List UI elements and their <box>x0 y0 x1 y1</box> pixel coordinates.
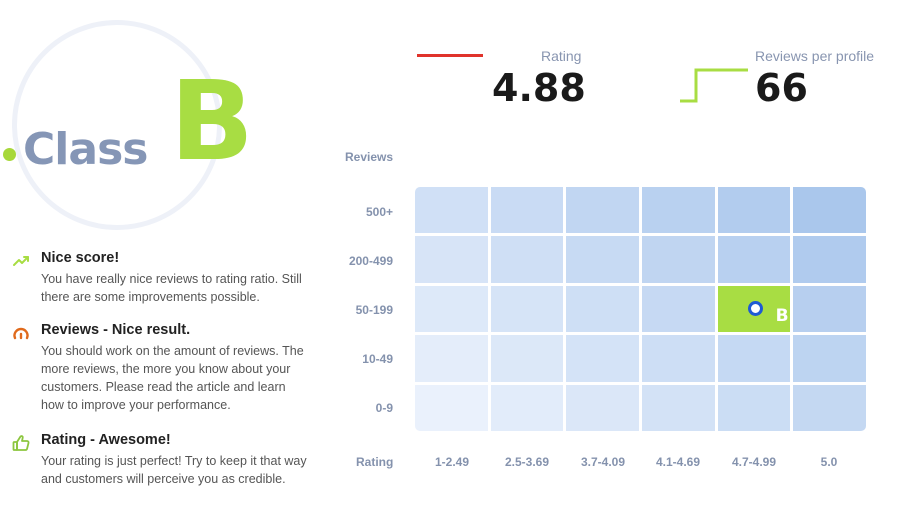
col-label: 5.0 <box>820 455 838 469</box>
col-label: 3.7-4.09 <box>580 455 626 469</box>
grid-cell <box>793 285 866 333</box>
grid-cell <box>415 285 488 333</box>
grid-cell <box>793 236 866 283</box>
grid-cell <box>566 236 639 283</box>
feedback-title: Nice score! <box>41 250 120 266</box>
grid-cell-active: B <box>717 285 791 333</box>
grid-cell <box>415 335 488 382</box>
class-circle-decoration <box>12 20 222 230</box>
reviews-step-line-icon <box>680 68 748 103</box>
col-label: 4.7-4.99 <box>731 455 777 469</box>
row-label: 0-9 <box>375 401 393 415</box>
rating-label: Rating <box>541 48 582 64</box>
grid-cell <box>490 384 564 431</box>
grid-cell <box>717 187 791 234</box>
grid-cell <box>641 236 715 283</box>
grid-cell <box>490 187 564 234</box>
grid-cell <box>641 187 715 234</box>
grid-cell <box>490 335 564 382</box>
col-label: 1-2.49 <box>434 455 470 469</box>
class-dot-icon <box>3 148 16 161</box>
reviews-axis-title: Reviews <box>345 150 394 164</box>
grid-cell <box>415 187 488 234</box>
grid-cell <box>641 285 715 333</box>
thumbs-up-icon <box>12 435 30 451</box>
feedback-text: You should work on the amount of reviews… <box>41 344 304 412</box>
grid-cell <box>641 384 715 431</box>
grid-cell <box>566 285 639 333</box>
reviews-per-profile-value: 66 <box>755 66 808 110</box>
feedback-text: Your rating is just perfect! Try to keep… <box>41 454 307 486</box>
row-label: 200-499 <box>348 254 393 268</box>
rating-value: 4.88 <box>492 66 586 110</box>
grid-cell <box>793 335 866 382</box>
row-label: 10-49 <box>362 352 393 366</box>
feedback-text: You have really nice reviews to rating r… <box>41 272 302 304</box>
col-label: 2.5-3.69 <box>504 455 550 469</box>
feedback-title: Rating - Awesome! <box>41 432 171 448</box>
grid-cell <box>717 335 791 382</box>
grid-cell <box>793 384 866 431</box>
grid-cell <box>566 335 639 382</box>
grid-cell <box>566 187 639 234</box>
grid-cell <box>415 384 488 431</box>
trending-up-icon <box>13 256 29 266</box>
row-label: 50-199 <box>355 303 393 317</box>
grid-cell <box>717 384 791 431</box>
grid-cell <box>717 236 791 283</box>
col-label: 4.1-4.69 <box>655 455 701 469</box>
grid-cell <box>490 285 564 333</box>
grid-cell <box>566 384 639 431</box>
class-grid: B <box>415 187 866 431</box>
reviews-per-profile-label: Reviews per profile <box>755 48 875 64</box>
marker-class-letter: B <box>775 305 789 326</box>
grid-cell <box>793 187 866 234</box>
feedback-title: Reviews - Nice result. <box>41 322 191 338</box>
rating-axis-title: Rating <box>356 455 394 469</box>
row-label: 500+ <box>365 205 393 219</box>
class-word: Class <box>23 124 148 175</box>
gauge-icon <box>13 327 29 340</box>
grid-cell <box>641 335 715 382</box>
rating-legend-line <box>417 54 483 57</box>
position-marker-icon <box>747 300 763 316</box>
class-letter: B <box>170 57 254 185</box>
grid-cell <box>415 236 488 283</box>
grid-cell <box>490 236 564 283</box>
